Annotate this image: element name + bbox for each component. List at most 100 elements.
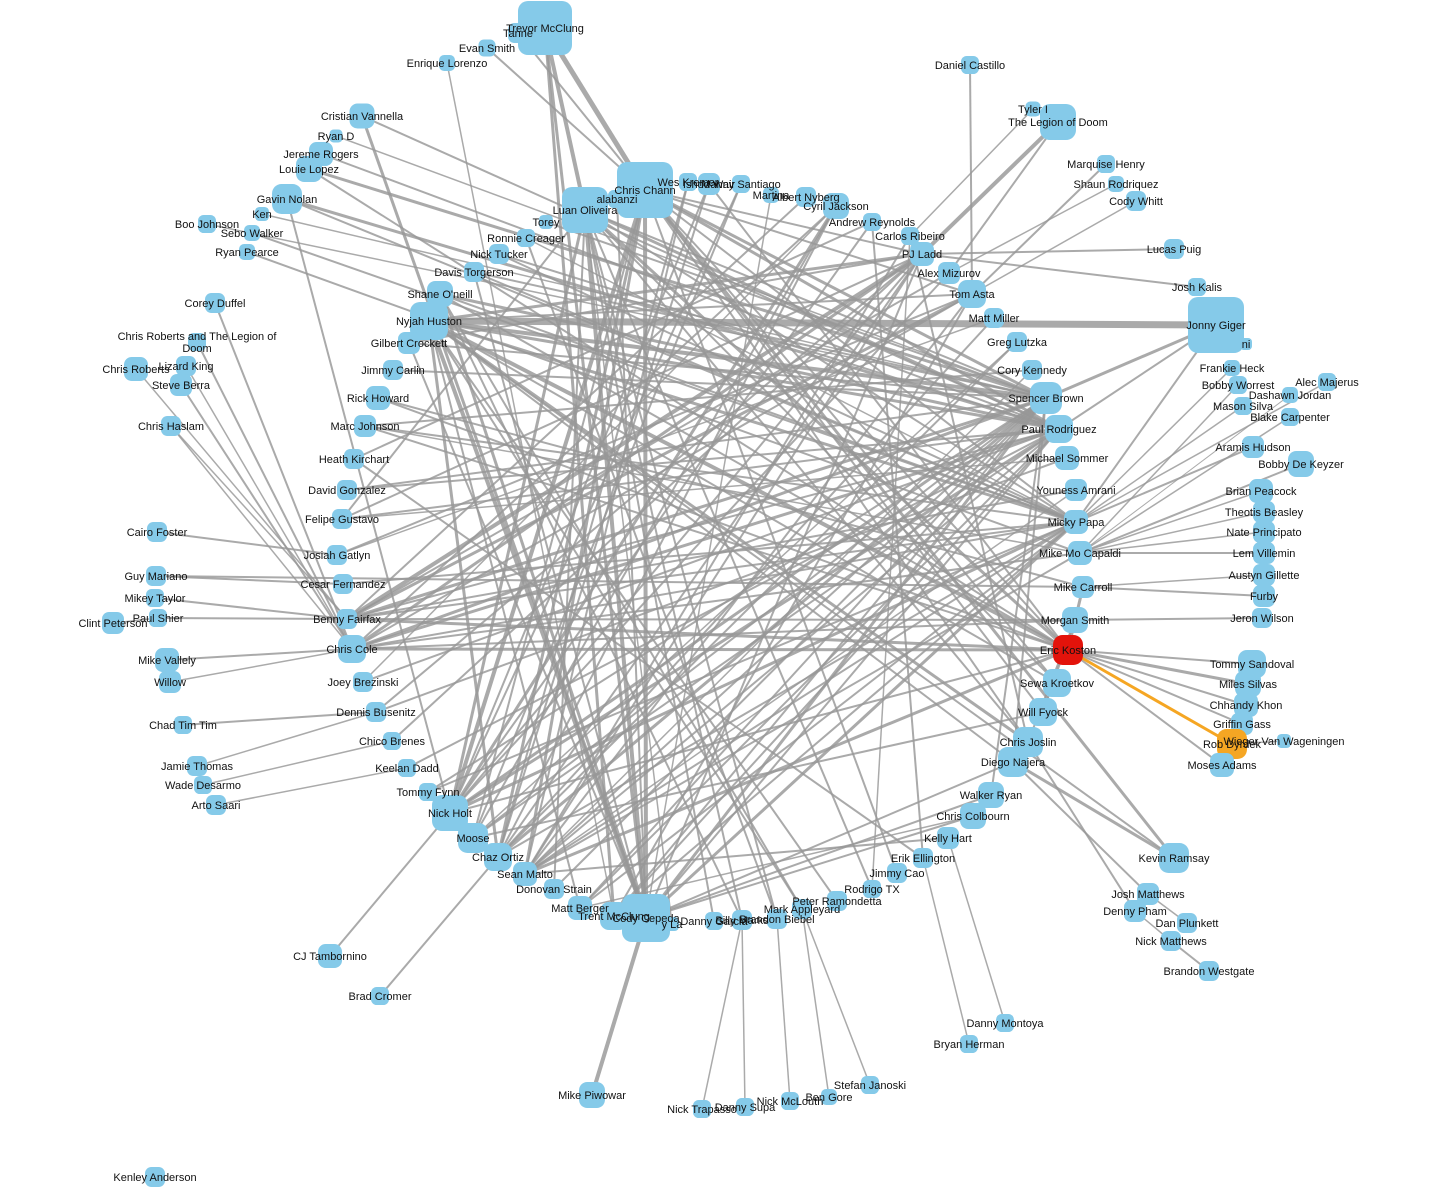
graph-node-cory-kennedy[interactable] (1022, 360, 1042, 380)
graph-node-torey[interactable] (539, 215, 553, 229)
graph-node-tyler[interactable] (1025, 101, 1041, 117)
graph-node-gilbert-crockett[interactable] (398, 332, 420, 354)
graph-node-carlos-ribeiro[interactable] (901, 227, 919, 245)
graph-node-aramis-hudson[interactable] (1242, 436, 1264, 458)
graph-node-michael-sommer[interactable] (1055, 446, 1079, 470)
graph-node-pj-ladd[interactable] (910, 242, 934, 266)
graph-node-chris-roberts-lod[interactable] (188, 333, 206, 351)
graph-node-evan-smith[interactable] (478, 39, 496, 57)
graph-node-shane-oneill[interactable] (427, 281, 453, 307)
graph-node-heath-kirchart[interactable] (344, 449, 364, 469)
graph-node-ryan-pearce[interactable] (239, 244, 255, 260)
graph-node-davis-torgerson[interactable] (464, 262, 484, 282)
graph-node-erik-ellington[interactable] (913, 848, 933, 868)
graph-node-walker-ryan[interactable] (978, 782, 1004, 808)
graph-node-youness-amrani[interactable] (1065, 479, 1087, 501)
graph-node-denny-pham[interactable] (1124, 900, 1146, 922)
graph-node-enrique-lorenzo[interactable] (439, 55, 455, 71)
graph-node-miles-silvas[interactable] (1235, 671, 1261, 697)
graph-node-lizard-king[interactable] (176, 356, 196, 376)
graph-node-blake-carpenter[interactable] (1281, 408, 1299, 426)
graph-node-morgan-smith[interactable] (1062, 607, 1088, 633)
graph-node-cesar-fernandez[interactable] (333, 574, 353, 594)
graph-node-moses-adams[interactable] (1210, 753, 1234, 777)
graph-node-stefan-janoski[interactable] (861, 1076, 879, 1094)
graph-node-trevor-mcclung[interactable] (518, 1, 572, 55)
graph-node-albert-nyberg[interactable] (796, 187, 816, 207)
graph-node-martina[interactable] (763, 187, 779, 203)
graph-node-bobby-de-keyzer[interactable] (1288, 451, 1314, 477)
graph-node-mark-appleyard[interactable] (792, 899, 812, 919)
graph-node-felipe-gustavo[interactable] (332, 509, 352, 529)
graph-node-ni[interactable] (1240, 338, 1252, 350)
graph-node-will-fyock[interactable] (1029, 698, 1057, 726)
graph-node-marc-johnson[interactable] (354, 415, 376, 437)
graph-node-jimmy-carlin[interactable] (383, 360, 403, 380)
graph-node-austyn-gillette[interactable] (1253, 564, 1275, 586)
graph-node-chris-roberts[interactable] (124, 357, 148, 381)
graph-node-josiah-gatlyn[interactable] (327, 545, 347, 565)
graph-node-paul-rodriguez[interactable] (1045, 415, 1073, 443)
graph-node-josh-matthews[interactable] (1137, 883, 1159, 905)
graph-node-tom-asta[interactable] (958, 280, 986, 308)
graph-node-luan-oliveira[interactable] (562, 187, 608, 233)
graph-node-cody-whitt[interactable] (1126, 191, 1146, 211)
graph-node-nate-principato[interactable] (1253, 521, 1275, 543)
graph-node-chaz-ortiz[interactable] (484, 843, 512, 871)
graph-node-mason-silva[interactable] (1234, 397, 1252, 415)
graph-node-arto-saari[interactable] (206, 795, 226, 815)
graph-node-kevin-ramsay[interactable] (1159, 843, 1189, 873)
graph-node-daniel-castillo[interactable] (961, 56, 979, 74)
graph-node-cody-cepeda[interactable] (622, 894, 670, 942)
graph-node-chhandy-khon[interactable] (1234, 693, 1258, 717)
graph-node-boo-johnson[interactable] (198, 215, 216, 233)
graph-node-chris-cole[interactable] (338, 635, 366, 663)
graph-node-frankie-heck[interactable] (1224, 360, 1240, 376)
graph-node-andrew-reynolds[interactable] (863, 213, 881, 231)
graph-node-dennis-busenitz[interactable] (366, 702, 386, 722)
graph-node-bryan-herman[interactable] (960, 1035, 978, 1053)
graph-node-tanne[interactable] (508, 23, 528, 43)
graph-node-mike-vallely[interactable] (155, 648, 179, 672)
graph-node-spencer-brown[interactable] (1030, 382, 1062, 414)
graph-node-danny-garcia[interactable] (705, 912, 723, 930)
graph-node-cj-tambornino[interactable] (318, 944, 342, 968)
graph-node-chad-tim-tim[interactable] (174, 716, 192, 734)
graph-node-sewa-kroetkov[interactable] (1043, 669, 1071, 697)
graph-node-dan-plunkett[interactable] (1177, 913, 1197, 933)
graph-node-brandon-westgate[interactable] (1199, 961, 1219, 981)
graph-node-chris-chann[interactable] (617, 162, 673, 218)
graph-node-nick-holt[interactable] (432, 795, 468, 831)
graph-node-alex-mizurov[interactable] (938, 262, 960, 284)
graph-node-josh-kalis[interactable] (1188, 278, 1206, 296)
graph-node-keelan-dadd[interactable] (398, 759, 416, 777)
graph-node-eric-koston[interactable] (1053, 635, 1083, 665)
graph-node-ronnie-creager[interactable] (517, 229, 535, 247)
graph-node-theotis-beasley[interactable] (1253, 501, 1275, 523)
graph-node-donovan-strain[interactable] (544, 879, 564, 899)
graph-node-matt-berger[interactable] (568, 896, 592, 920)
graph-node-steve-berra[interactable] (170, 374, 192, 396)
graph-node-alabanzi[interactable] (608, 190, 626, 208)
graph-node-jonny-giger[interactable] (1188, 297, 1244, 353)
graph-node-brian-peacock[interactable] (1249, 479, 1273, 503)
graph-node-mike-carroll[interactable] (1072, 576, 1094, 598)
graph-node-ryan-d[interactable] (329, 129, 343, 143)
graph-node-brad-cromer[interactable] (371, 987, 389, 1005)
graph-node-cairo-foster[interactable] (147, 522, 167, 542)
graph-node-shaun-rodriquez[interactable] (1108, 176, 1124, 192)
graph-node-paul-shier[interactable] (149, 609, 167, 627)
graph-node-moose[interactable] (458, 823, 488, 853)
graph-node-wieger-van-wageningen[interactable] (1277, 734, 1291, 748)
graph-node-nick-trapasso[interactable] (693, 1100, 711, 1118)
graph-node-ken[interactable] (255, 207, 269, 221)
graph-node-danny-montoya[interactable] (996, 1014, 1014, 1032)
graph-node-benny-fairfax[interactable] (337, 609, 357, 629)
graph-node-danny-supa[interactable] (736, 1098, 754, 1116)
graph-node-mike-mo-capaldi[interactable] (1068, 541, 1092, 565)
graph-node-matt-miller[interactable] (984, 308, 1004, 328)
graph-node-willow[interactable] (159, 671, 181, 693)
graph-node-lem-villemin[interactable] (1253, 542, 1275, 564)
graph-node-diego-najera[interactable] (998, 747, 1028, 777)
graph-node-nick-matthews[interactable] (1161, 931, 1181, 951)
